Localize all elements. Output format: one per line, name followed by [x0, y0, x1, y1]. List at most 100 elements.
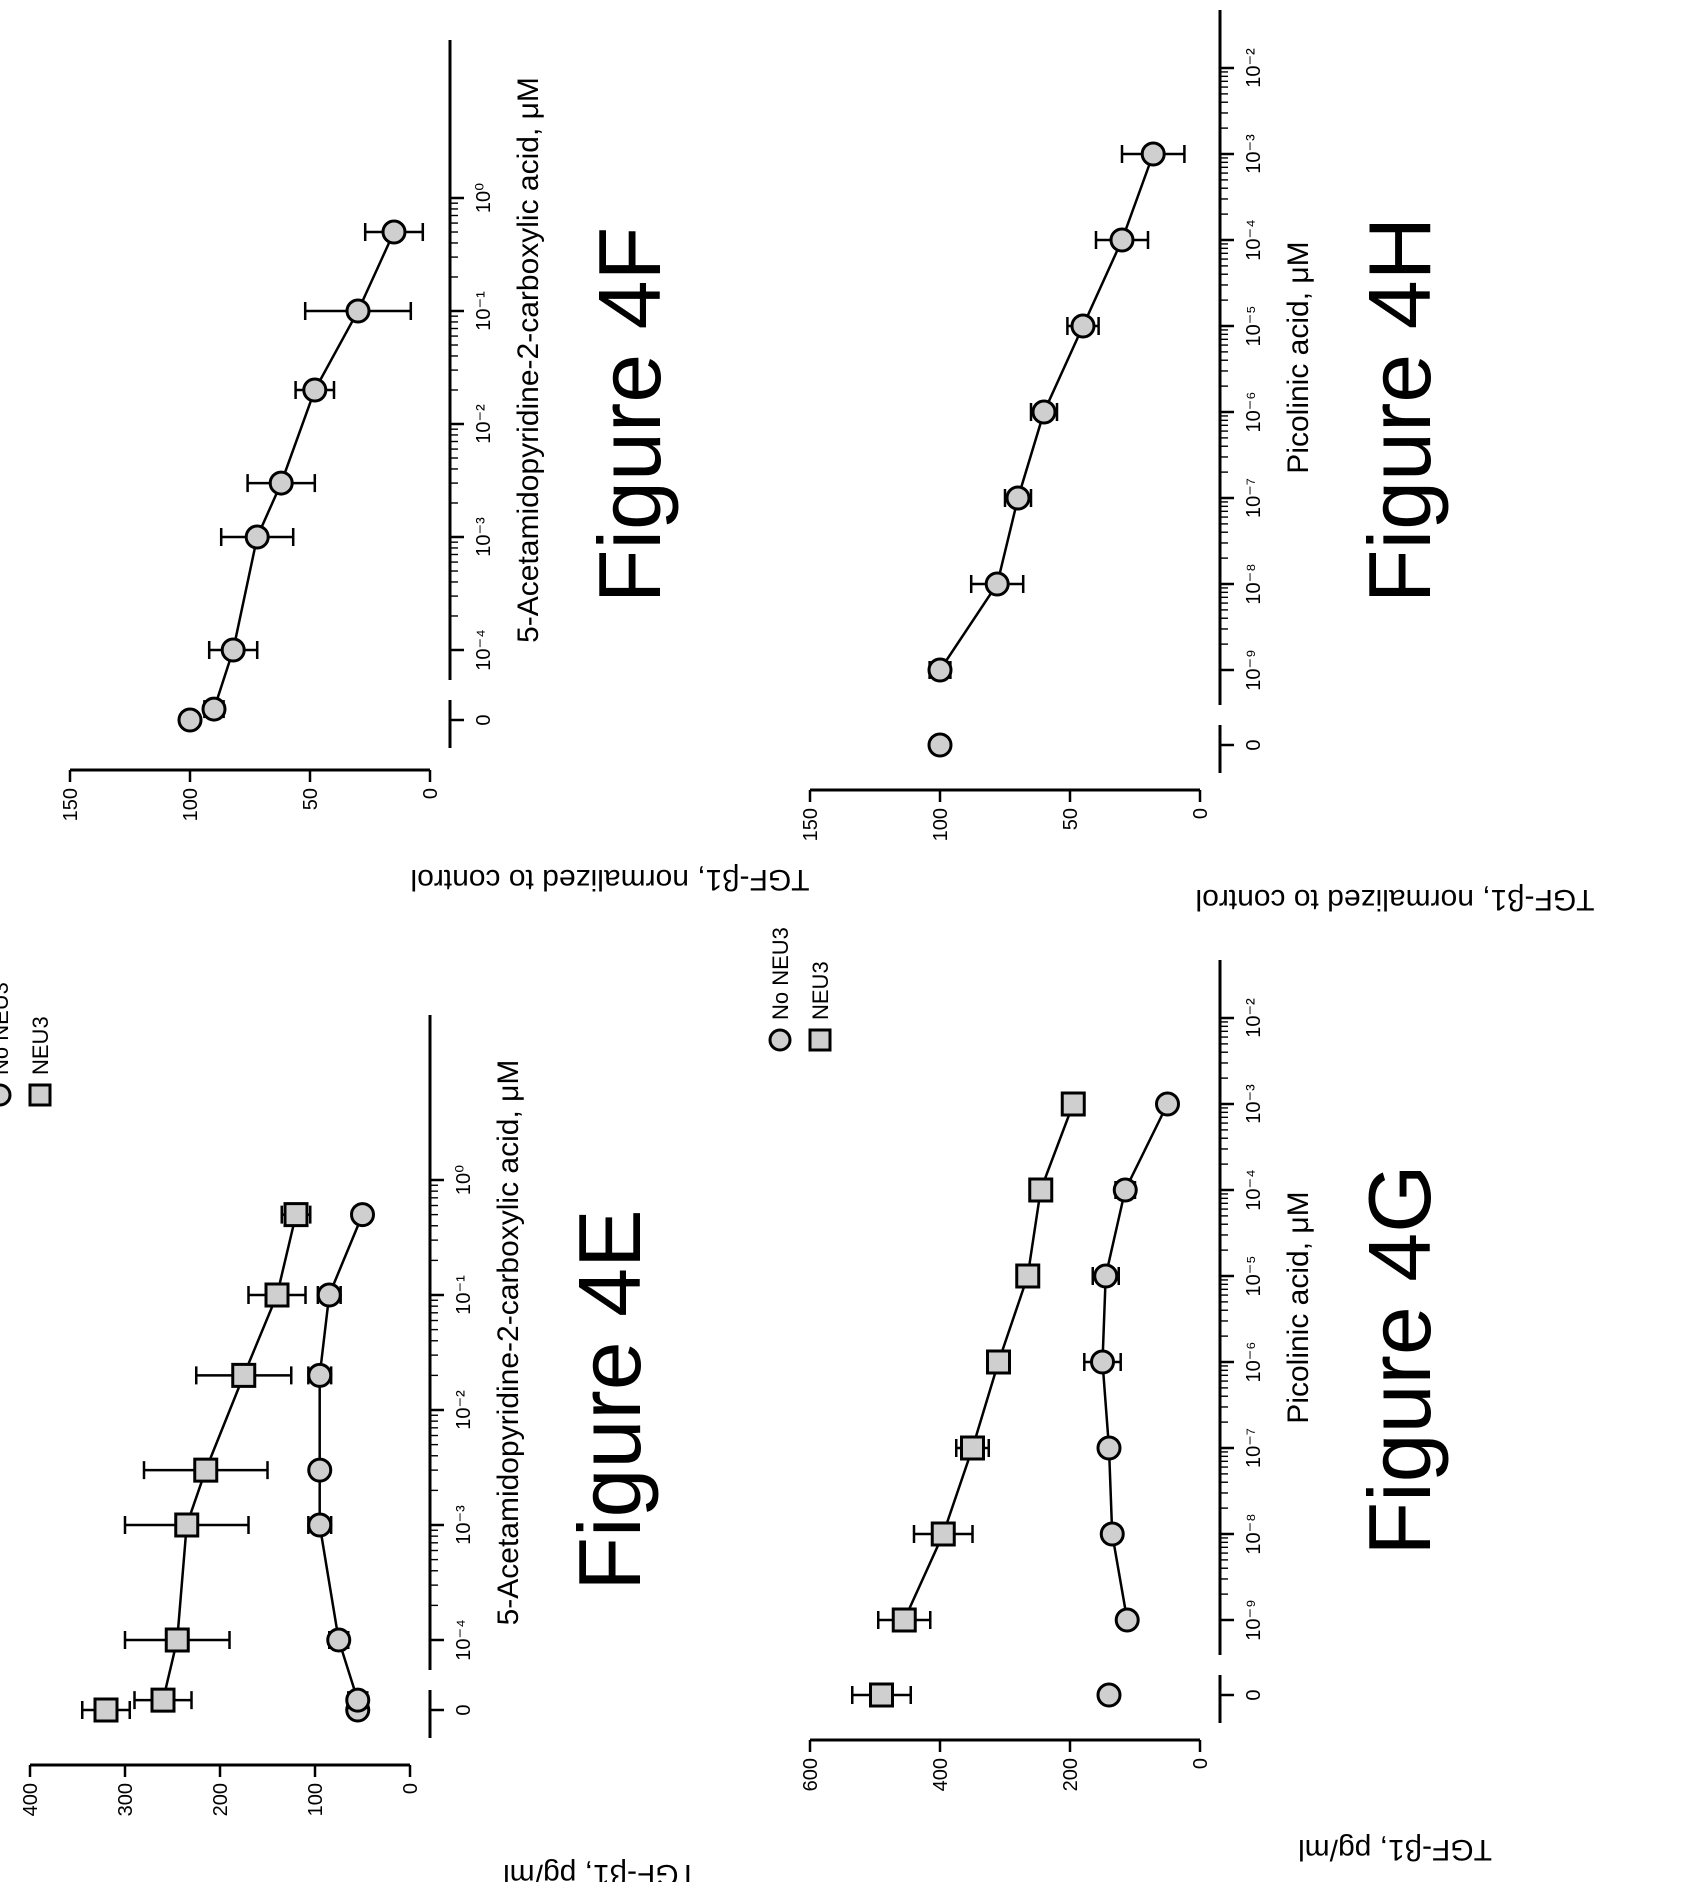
legend-label: NEU3: [28, 1016, 53, 1075]
chart-area: 0 100 200 300 400 0 10⁻⁴ 10⁻³ 10⁻² 10⁻¹ 10⁰ 5-Aceta…: [0, 982, 697, 1882]
x-tick-label: 10⁻¹: [473, 291, 495, 331]
x-tick-label: 10⁻⁴: [1243, 1169, 1265, 1210]
y-axis-label: TGF-β1, normalized to control: [410, 863, 809, 896]
data-point-circle: [1140, 141, 1166, 167]
y-tick-label: 150: [800, 808, 822, 841]
data-point-circle: [307, 1512, 333, 1538]
y-tick-label: 300: [115, 1783, 137, 1816]
x-tick-label: 10⁻⁷: [1243, 1428, 1265, 1468]
data-point-circle: [244, 524, 270, 550]
data-point-circle: [201, 696, 227, 722]
y-tick-label: 600: [800, 1758, 822, 1791]
legend-label: NEU3: [808, 961, 833, 1020]
legend-marker-square: [808, 1028, 832, 1052]
data-point-circle: [1005, 485, 1031, 511]
data-point-square: [283, 1202, 309, 1228]
y-axis-label: TGF-β1, normalized to control: [1195, 883, 1594, 916]
x-tick-label: 0: [1243, 1689, 1265, 1700]
x-tick-label: 10⁻⁶: [1243, 391, 1265, 432]
x-tick-label: 10⁻⁸: [1243, 563, 1265, 604]
legend-label: No NEU3: [768, 927, 793, 1020]
x-axis-label: 5-Acetamidopyridine-2-carboxylic acid, μ…: [492, 1060, 525, 1626]
data-point-circle: [1099, 1521, 1125, 1547]
x-axis-label: 5-Acetamidopyridine-2-carboxylic acid, μ…: [512, 77, 545, 643]
data-point-circle: [984, 571, 1010, 597]
legend: No NEU3 NEU3: [768, 927, 833, 1052]
data-point-circle: [927, 732, 953, 758]
data-point-square: [193, 1457, 219, 1483]
x-tick-label: 0: [473, 714, 495, 725]
y-tick-label: 200: [210, 1783, 232, 1816]
chart-area: 0 200 400 600 0 10⁻⁹ 10⁻⁸ 10⁻⁷ 10⁻⁶ 10⁻⁵ 10⁻⁴ 10⁻³ 1…: [768, 927, 1492, 1866]
panel-4e: 0 100 200 300 400 0 10⁻⁴ 10⁻³ 10⁻² 10⁻¹ 10⁰ 5-Aceta…: [0, 982, 697, 1882]
data-point-circle: [1093, 1263, 1119, 1289]
x-tick-label: 10⁻⁹: [1243, 1599, 1265, 1640]
data-point-square: [1015, 1263, 1041, 1289]
y-tick-label: 100: [305, 1783, 327, 1816]
data-point-square: [264, 1282, 290, 1308]
panel-4h: 0 50 100 150 0 10⁻⁹ 10⁻⁸ 10⁻⁷ 10⁻⁶ 10⁻⁵ 10⁻⁴ 10⁻³ 10…: [800, 10, 1595, 916]
data-point-square: [150, 1687, 176, 1713]
y-tick-label: 100: [180, 788, 202, 821]
figure-caption: Figure 4G: [1350, 1164, 1449, 1555]
y-tick-label: 150: [60, 788, 82, 821]
data-point-circle: [1112, 1177, 1138, 1203]
data-point-circle: [350, 1202, 375, 1228]
data-point-circle: [302, 377, 328, 403]
data-point-circle: [1096, 1682, 1122, 1708]
x-tick-label: 10⁻⁴: [1243, 219, 1265, 260]
data-point-circle: [1155, 1091, 1180, 1117]
data-point-square: [174, 1512, 200, 1538]
x-tick-label: 10⁻³: [1243, 134, 1265, 174]
x-tick-label: 10⁻²: [1243, 998, 1265, 1038]
data-point-square: [960, 1435, 985, 1461]
y-axis-label: TGF-β1, pg/ml: [1298, 1833, 1492, 1866]
y-tick-label: 0: [400, 1783, 422, 1794]
y-tick-label: 0: [1190, 808, 1212, 819]
data-point-circle: [1109, 227, 1135, 253]
data-point-circle: [1090, 1349, 1115, 1375]
y-tick-label: 200: [1060, 1758, 1082, 1791]
data-point-circle: [220, 637, 246, 663]
data-point-circle: [345, 298, 371, 324]
x-tick-label: 10⁻⁷: [1243, 478, 1265, 518]
chart-area: 0 50 100 150 0 10⁻⁴ 10⁻³ 10⁻² 10⁻¹ 10⁰ 5-Acetamido…: [60, 40, 810, 896]
data-point-circle: [326, 1627, 352, 1653]
y-axis-label: TGF-β1, pg/ml: [503, 1858, 697, 1882]
figure-caption: Figure 4F: [580, 227, 679, 604]
x-tick-label: 10⁻³: [1243, 1084, 1265, 1124]
data-point-circle: [1096, 1435, 1122, 1461]
x-tick-label: 10⁻⁴: [473, 629, 495, 670]
x-tick-label: 10⁻¹: [453, 1275, 475, 1315]
data-point-circle: [1031, 399, 1057, 425]
data-point-circle: [381, 219, 407, 245]
x-tick-label: 10⁻⁹: [1243, 649, 1265, 690]
data-point-square: [231, 1362, 257, 1388]
x-tick-label: 10⁰: [473, 183, 495, 213]
legend-label: No NEU3: [0, 982, 13, 1075]
legend: No NEU3 NEU3: [0, 982, 53, 1107]
y-tick-label: 0: [1190, 1758, 1212, 1769]
y-tick-label: 50: [1060, 808, 1082, 830]
figure-caption: Figure 4E: [560, 1209, 659, 1591]
x-tick-label: 0: [1243, 739, 1265, 750]
x-axis-label: Picolinic acid, μM: [1282, 241, 1315, 473]
data-point-square: [164, 1627, 190, 1653]
x-tick-label: 10⁻³: [473, 517, 495, 557]
x-tick-label: 10⁻²: [473, 404, 495, 444]
data-point-square: [93, 1697, 119, 1723]
data-point-circle: [345, 1687, 371, 1713]
data-point-circle: [316, 1282, 342, 1308]
y-tick-label: 100: [930, 808, 952, 841]
panel-4f: 0 50 100 150 0 10⁻⁴ 10⁻³ 10⁻² 10⁻¹ 10⁰ 5-Acetamido…: [60, 40, 810, 896]
legend-marker-circle: [768, 1028, 792, 1052]
data-point-circle: [268, 470, 294, 496]
legend-marker-circle: [0, 1083, 12, 1107]
x-tick-label: 10⁻²: [453, 1390, 475, 1430]
x-tick-label: 10⁻⁵: [1243, 1255, 1265, 1296]
data-point-circle: [177, 707, 203, 733]
x-axis-label: Picolinic acid, μM: [1282, 1191, 1315, 1423]
data-point-square: [869, 1682, 894, 1708]
x-tick-label: 10⁻²: [1243, 48, 1265, 88]
